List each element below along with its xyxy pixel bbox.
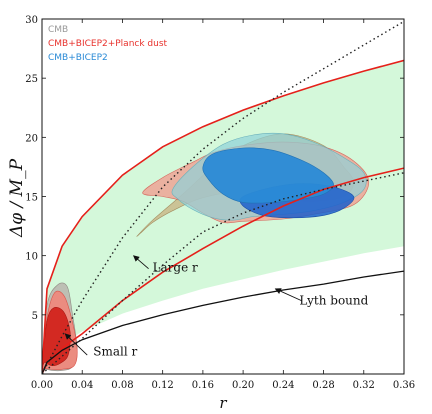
y-tick-label: 15 — [25, 193, 38, 204]
x-axis-label: r — [219, 394, 227, 412]
y-tick-label: 10 — [25, 252, 38, 263]
x-tick-label: 0.20 — [232, 380, 254, 391]
red-lower-curve — [42, 167, 404, 374]
annotation-label: Lyth bound — [299, 294, 368, 308]
x-tick-label: 0.32 — [353, 380, 375, 391]
annotation-arrow — [64, 333, 88, 356]
legend: CMB CMB+BICEP2+Planck dust CMB+BICEP2 — [48, 25, 168, 63]
legend-entry: CMB+BICEP2 — [48, 53, 108, 63]
y-tick-label: 5 — [32, 311, 38, 322]
x-tick-label: 0.36 — [393, 380, 415, 391]
legend-entry: CMB+BICEP2+Planck dust — [48, 39, 168, 49]
y-tick-label: 25 — [25, 74, 38, 85]
x-tick-label: 0.08 — [111, 380, 133, 391]
x-tick-label: 0.00 — [31, 380, 53, 391]
contour-blue-large-inner — [202, 147, 334, 204]
dotted-large-r-curve — [42, 172, 404, 374]
y-axis-label-group: Δφ / M_P — [7, 158, 27, 238]
annotations: Large r Lyth bound Small r — [64, 255, 369, 359]
x-tick-label: 0.12 — [152, 380, 174, 391]
x-tick-label: 0.16 — [192, 380, 214, 391]
contour-red-small-r-inner — [42, 307, 71, 367]
x-tick-label: 0.28 — [312, 380, 334, 391]
y-axis-label: Δφ / M_P — [7, 158, 27, 238]
y-tick-label: 20 — [25, 133, 38, 144]
x-ticks: 0.00 0.04 0.08 0.12 0.16 0.20 0.24 0.28 0.32 0.36 — [31, 19, 415, 391]
legend-entry: CMB — [48, 25, 68, 35]
lyth-bound-line — [42, 270, 404, 374]
x-tick-label: 0.04 — [71, 380, 93, 391]
annotation-label: Large r — [153, 261, 198, 275]
annotation-label: Small r — [93, 345, 137, 359]
y-ticks: 5 10 15 20 25 30 — [25, 15, 404, 322]
contours — [42, 132, 370, 372]
y-tick-label: 30 — [25, 15, 38, 26]
red-upper-curve — [42, 59, 404, 374]
annotation-arrow — [133, 255, 149, 270]
plot-area — [42, 20, 404, 374]
annotation-arrow — [274, 288, 302, 302]
x-tick-label: 0.24 — [272, 380, 294, 391]
